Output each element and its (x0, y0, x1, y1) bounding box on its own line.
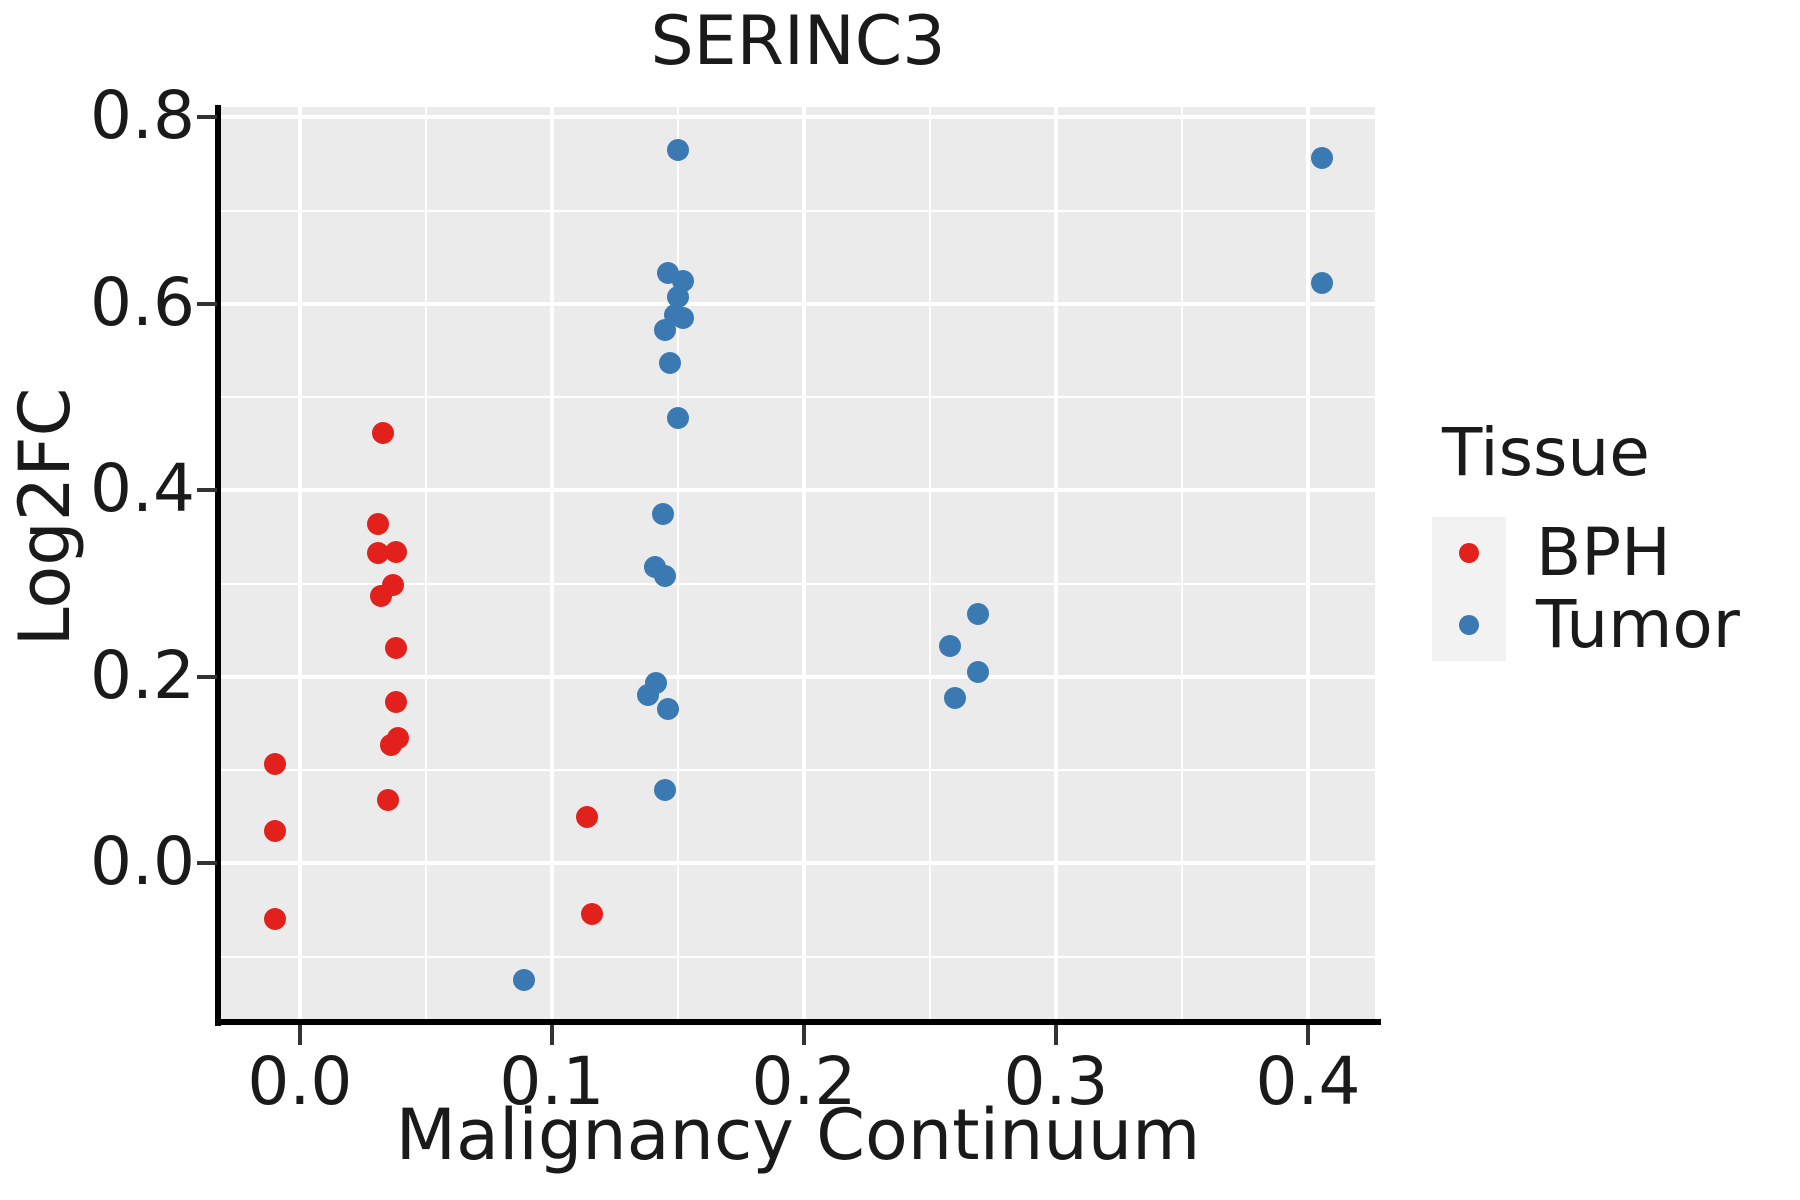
minor-gridline-horizontal (221, 582, 1375, 585)
x-tick-mark (549, 1025, 554, 1045)
minor-gridline-horizontal (221, 396, 1375, 399)
scatter-point-tumor (654, 778, 677, 801)
x-tick-label: 0.1 (499, 1043, 605, 1120)
minor-gridline-vertical (928, 107, 931, 1020)
minor-gridline-vertical (676, 107, 679, 1020)
major-gridline-horizontal (221, 488, 1375, 493)
x-tick-label: 0.3 (1003, 1043, 1109, 1120)
tumor-swatch-icon (1459, 615, 1479, 635)
major-gridline-vertical (297, 107, 302, 1020)
legend: Tissue BPH Tumor (1432, 414, 1792, 661)
scatter-point-bph (377, 788, 400, 811)
x-axis-spine (215, 1019, 1381, 1025)
scatter-point-tumor (944, 687, 967, 710)
scatter-point-tumor (651, 502, 674, 525)
major-gridline-vertical (801, 107, 806, 1020)
scatter-point-bph (581, 902, 604, 925)
scatter-point-bph (367, 512, 389, 535)
x-tick-mark (1053, 1025, 1058, 1045)
y-tick-mark (197, 488, 217, 493)
y-tick-mark (197, 115, 217, 120)
x-tick-label: 0.0 (247, 1043, 353, 1120)
scatter-point-bph (372, 422, 395, 445)
scatter-point-tumor (966, 661, 989, 684)
scatter-point-bph (384, 540, 407, 563)
scatter-point-tumor (654, 318, 677, 341)
y-axis-spine (215, 105, 221, 1026)
chart-title: SERINC3 (650, 2, 946, 81)
y-tick-label: 0.2 (90, 636, 195, 714)
major-gridline-vertical (1305, 107, 1310, 1020)
x-tick-label: 0.4 (1255, 1043, 1361, 1120)
scatter-point-bph (382, 574, 405, 597)
legend-key-box (1432, 517, 1506, 589)
y-tick-mark (197, 861, 217, 866)
x-tick-mark (1305, 1025, 1310, 1045)
y-tick-mark (197, 301, 217, 306)
legend-entry-tumor: Tumor (1432, 589, 1792, 661)
minor-gridline-horizontal (221, 209, 1375, 212)
legend-label-bph: BPH (1536, 514, 1671, 591)
major-gridline-horizontal (221, 301, 1375, 306)
scatter-point-bph (384, 636, 407, 659)
minor-gridline-vertical (424, 107, 427, 1020)
legend-entry-bph: BPH (1432, 517, 1792, 589)
y-tick-mark (197, 674, 217, 679)
legend-title: Tissue (1442, 414, 1650, 491)
major-gridline-vertical (549, 107, 554, 1020)
legend-key-box (1432, 589, 1506, 661)
minor-gridline-horizontal (221, 769, 1375, 772)
scatter-point-bph (384, 690, 407, 713)
scatter-point-tumor (671, 306, 694, 329)
y-tick-label: 0.4 (90, 450, 195, 528)
scatter-point-tumor (1310, 147, 1333, 170)
scatter-point-bph (263, 908, 286, 931)
legend-label-tumor: Tumor (1536, 586, 1740, 663)
scatter-point-tumor (656, 698, 679, 721)
scatter-point-tumor (666, 138, 689, 161)
major-gridline-horizontal (221, 861, 1375, 866)
major-gridline-horizontal (221, 674, 1375, 679)
scatter-point-tumor (513, 968, 536, 991)
y-tick-label: 0.8 (90, 77, 195, 155)
scatter-point-bph (367, 541, 389, 564)
scatter-point-tumor (939, 635, 962, 658)
x-tick-mark (297, 1025, 302, 1045)
major-gridline-vertical (1053, 107, 1058, 1020)
scatter-point-bph (263, 819, 286, 842)
scatter-point-tumor (1310, 272, 1333, 295)
x-tick-mark (801, 1025, 806, 1045)
scatter-point-tumor (966, 603, 989, 626)
bph-swatch-icon (1459, 543, 1479, 563)
plot-panel (221, 107, 1375, 1020)
scatter-point-bph (576, 805, 599, 828)
scatter-point-bph (263, 752, 286, 775)
scatter-point-tumor (666, 407, 689, 430)
scatter-point-tumor (666, 286, 689, 309)
scatter-point-tumor (654, 565, 677, 588)
scatter-point-tumor (636, 684, 659, 707)
y-tick-label: 0.6 (90, 263, 195, 341)
x-tick-label: 0.2 (751, 1043, 857, 1120)
x-axis-label: Malignancy Continuum (395, 1094, 1201, 1176)
minor-gridline-vertical (1180, 107, 1183, 1020)
scatter-point-bph (379, 733, 402, 756)
major-gridline-horizontal (221, 115, 1375, 120)
y-tick-label: 0.0 (90, 823, 195, 901)
minor-gridline-horizontal (221, 955, 1375, 958)
y-axis-label: Log2FC (4, 387, 86, 647)
scatter-point-tumor (659, 352, 682, 375)
